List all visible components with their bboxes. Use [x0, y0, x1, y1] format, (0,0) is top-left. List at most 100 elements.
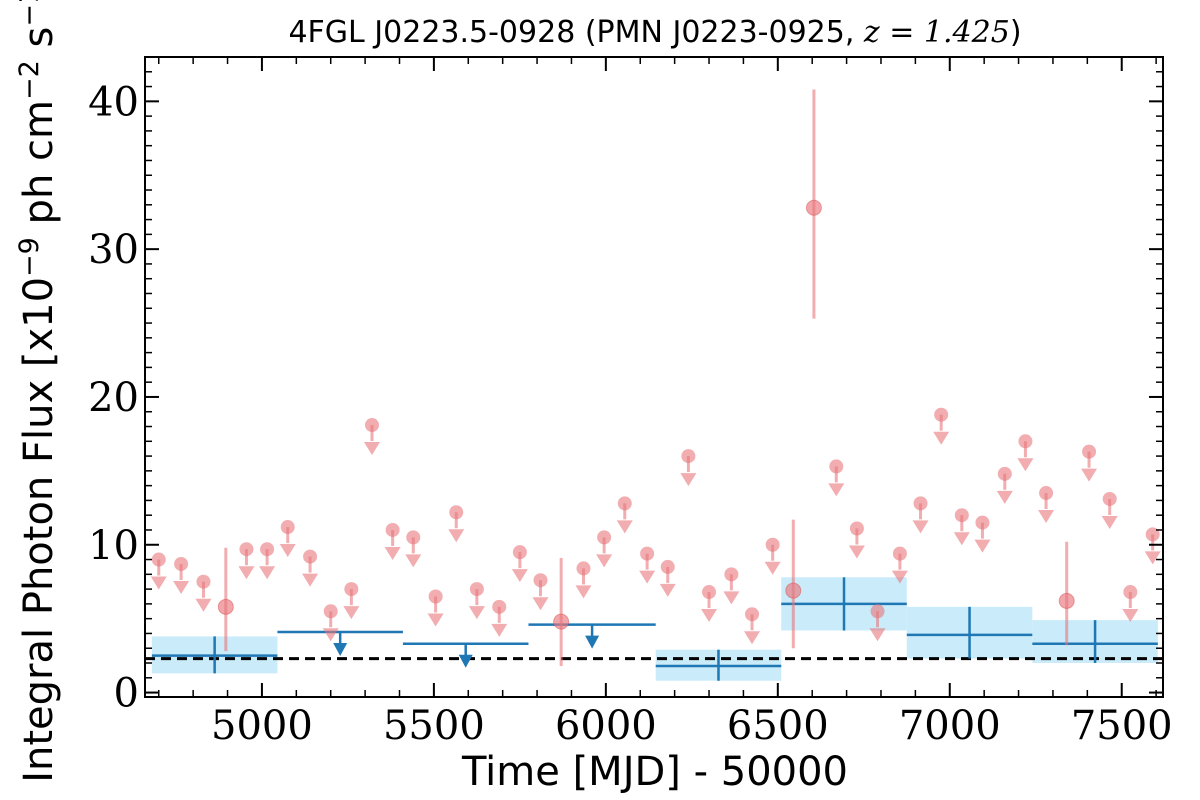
short-bin-upper-limit-point — [512, 545, 527, 560]
short-bin-upper-limit-point — [280, 520, 295, 535]
plot-frame — [144, 56, 1164, 698]
short-bin-upper-limit-point — [702, 585, 717, 600]
short-bin-upper-limit-arrow — [974, 539, 991, 553]
short-bin-upper-limit-point — [617, 496, 632, 511]
short-bin-upper-limit-arrow — [1017, 458, 1034, 472]
y-axis-label-unit-s: s — [16, 27, 62, 61]
y-tick-label: 20 — [88, 375, 139, 421]
short-bin-upper-limit-point — [997, 466, 1012, 481]
short-bin-upper-limit-arrow — [322, 628, 339, 642]
short-bin-upper-limit-point — [870, 604, 885, 619]
short-bin-upper-limit-arrow — [384, 546, 401, 560]
short-bin-detection-point — [785, 582, 802, 599]
short-bin-upper-limit-point — [364, 418, 379, 433]
short-bin-upper-limit-arrow — [996, 490, 1013, 504]
short-bin-upper-limit-arrow — [238, 566, 255, 580]
short-bin-detection-point — [1058, 592, 1075, 609]
chart-title-redshift: z = 1.425 — [863, 15, 1010, 50]
y-tick-label: 10 — [88, 523, 139, 569]
short-bin-upper-limit-point — [660, 559, 675, 574]
short-bin-upper-limit-arrow — [933, 431, 950, 445]
short-bin-upper-limit-arrow — [891, 570, 908, 584]
short-bin-upper-limit-arrow — [764, 561, 781, 575]
short-bin-upper-limit-point — [597, 530, 612, 545]
short-bin-upper-limit-arrow — [596, 554, 613, 568]
y-tick-label: 0 — [114, 671, 139, 717]
short-bin-upper-limit-point — [913, 496, 928, 511]
short-bin-upper-limit-arrow — [680, 473, 697, 487]
short-bin-upper-limit-arrow — [195, 598, 212, 612]
short-bin-upper-limit-point — [576, 561, 591, 576]
short-bin-upper-limit-arrow — [1122, 609, 1139, 623]
short-bin-upper-limit-point — [406, 530, 421, 545]
short-bin-upper-limit-arrow — [1081, 468, 1098, 482]
x-axis-label: Time [MJD] - 50000 — [461, 749, 848, 795]
x-tick-label: 6500 — [727, 703, 829, 749]
short-bin-upper-limit-arrow — [659, 583, 676, 597]
plot-area: 5000 5500 6000 6500 7000 7500 0 10 20 30 40 — [88, 56, 1173, 749]
chart-title-text: 4FGL J0223.5-0928 (PMN J0223-0925, — [288, 15, 863, 50]
short-bin-upper-limit-point — [533, 573, 548, 588]
short-bin-upper-limit-arrow — [575, 585, 592, 599]
short-bin-upper-limit-point — [975, 515, 990, 530]
short-bin-upper-limit-arrow — [1144, 551, 1161, 565]
short-bin-upper-limit-point — [239, 542, 254, 557]
short-bin-upper-limit-arrow — [302, 573, 319, 587]
chart-title: 4FGL J0223.5-0928 (PMN J0223-0925, z = 1… — [288, 15, 1021, 50]
short-bin-upper-limit-point — [385, 522, 400, 537]
short-bin-upper-limit-point — [174, 556, 189, 571]
short-bin-upper-limit-arrow — [173, 580, 190, 594]
x-tick-label: 6000 — [555, 703, 657, 749]
short-bin-upper-limit-point — [1039, 486, 1054, 501]
y-axis-label-exp-cm: −2 — [14, 60, 45, 100]
short-bin-upper-limit-arrow — [427, 613, 444, 627]
short-bin-upper-limit-arrow — [491, 623, 508, 637]
short-bin-upper-limit-arrow — [468, 606, 485, 620]
x-tick-label: 5000 — [211, 703, 313, 749]
short-bin-upper-limit-point — [849, 521, 864, 536]
short-bin-detection-point — [217, 598, 234, 615]
x-tick-label: 7000 — [899, 703, 1001, 749]
short-bin-upper-limit-point — [449, 505, 464, 520]
short-bin-upper-limit-point — [151, 552, 166, 567]
short-bin-upper-limit-arrow — [953, 532, 970, 546]
short-bin-upper-limit-point — [303, 549, 318, 564]
short-bin-upper-limit-arrow — [259, 566, 276, 580]
y-axis-label-unit-cm: ph cm — [16, 100, 62, 237]
short-bin-upper-limit-arrow — [1038, 510, 1055, 524]
short-bin-upper-limit-arrow — [448, 529, 465, 543]
short-bin-upper-limit-arrow — [723, 591, 740, 605]
y-tick-label: 40 — [88, 79, 139, 125]
short-bin-upper-limit-point — [492, 599, 507, 614]
short-bin-upper-limit-point — [196, 574, 211, 589]
y-axis-label: Integral Photon Flux [x10−9 ph cm−2 s−1] — [14, 0, 62, 783]
long-bin-upper-limit-arrow — [458, 654, 473, 668]
short-bin-upper-limit-arrow — [869, 628, 886, 642]
short-bin-upper-limit-point — [1123, 585, 1138, 600]
short-bin-upper-limit-arrow — [701, 609, 718, 623]
short-bin-upper-limit-arrow — [279, 544, 296, 558]
short-bin-upper-limit-arrow — [616, 520, 633, 534]
short-bin-upper-limit-point — [1145, 527, 1160, 542]
short-bin-upper-limit-point — [1102, 491, 1117, 506]
chart-title-close: ) — [1010, 15, 1022, 50]
short-bin-upper-limit-point — [428, 589, 443, 604]
short-bin-upper-limit-arrow — [343, 606, 360, 620]
short-bin-upper-limit-point — [1082, 444, 1097, 459]
short-bin-upper-limit-arrow — [828, 483, 845, 497]
short-bin-upper-limit-point — [892, 546, 907, 561]
short-bin-upper-limit-point — [1018, 434, 1033, 449]
short-bin-upper-limit-arrow — [1101, 515, 1118, 529]
short-bin-upper-limit-point — [765, 537, 780, 552]
y-axis-label-text: Integral Photon Flux [x10 — [16, 277, 62, 783]
short-bin-upper-limit-point — [469, 582, 484, 597]
short-bin-upper-limit-arrow — [511, 569, 528, 583]
short-bin-upper-limit-point — [954, 508, 969, 523]
short-bin-upper-limit-point — [323, 604, 338, 619]
short-bin-upper-limit-arrow — [639, 570, 656, 584]
x-tick-label: 5500 — [383, 703, 485, 749]
short-bin-upper-limit-point — [344, 582, 359, 597]
short-bin-detection-point — [805, 199, 822, 216]
short-bin-upper-limit-point — [745, 607, 760, 622]
long-bin-upper-limit-arrow — [333, 642, 348, 656]
